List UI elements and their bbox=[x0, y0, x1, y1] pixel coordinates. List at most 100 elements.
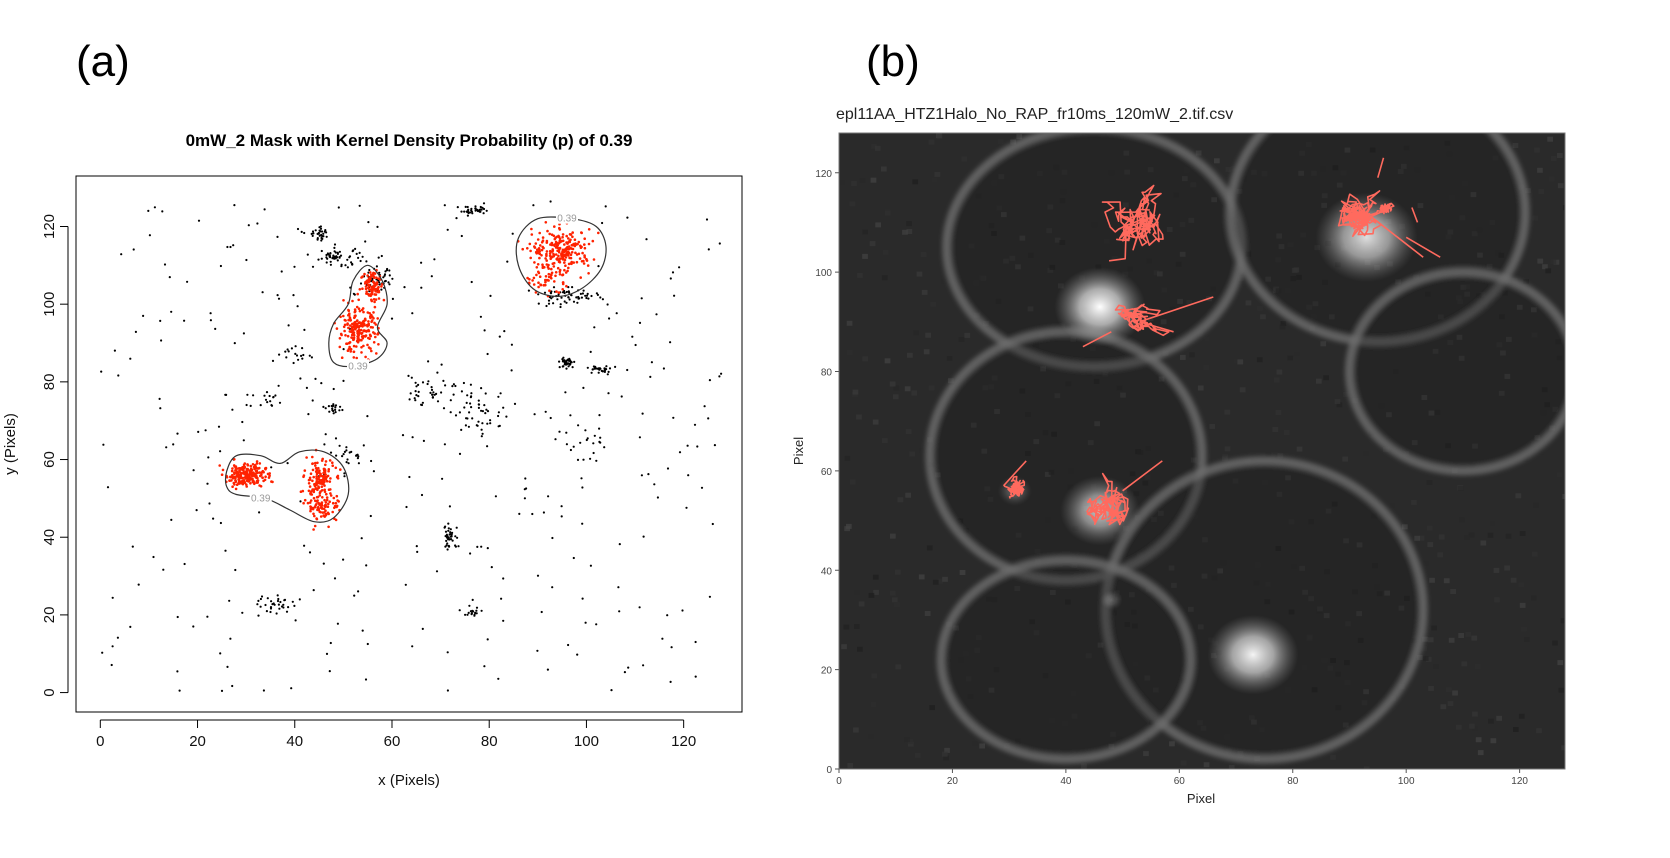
scatter-point-red bbox=[238, 469, 241, 473]
y-tick-label: 40 bbox=[41, 529, 58, 546]
scatter-point bbox=[325, 261, 328, 264]
noise-pixel bbox=[889, 381, 896, 387]
scatter-point bbox=[470, 613, 473, 616]
scatter-point-red bbox=[234, 465, 238, 468]
scatter-point-red bbox=[323, 488, 327, 492]
fluorescent-spot bbox=[1207, 614, 1299, 695]
noise-pixel bbox=[914, 752, 921, 758]
scatter-point-red bbox=[541, 236, 545, 239]
scatter-point-red bbox=[530, 227, 533, 231]
scatter-point bbox=[642, 535, 645, 538]
scatter-point bbox=[337, 206, 340, 209]
x-tick-label: 80 bbox=[1287, 776, 1299, 787]
scatter-point-red bbox=[377, 297, 381, 300]
scatter-point bbox=[414, 390, 417, 393]
scatter-point bbox=[591, 368, 594, 371]
scatter-point-red bbox=[564, 256, 568, 259]
noise-pixel bbox=[882, 438, 888, 444]
scatter-point bbox=[405, 505, 408, 509]
scatter-point-red bbox=[335, 494, 339, 498]
scatter-point-red bbox=[349, 350, 353, 353]
noise-pixel bbox=[959, 570, 966, 575]
scatter-point bbox=[338, 409, 341, 412]
scatter-point-red bbox=[581, 251, 584, 255]
noise-pixel bbox=[1280, 321, 1287, 326]
noise-pixel bbox=[1010, 139, 1016, 145]
noise-pixel bbox=[1474, 664, 1481, 669]
scatter-point bbox=[217, 425, 221, 428]
scatter-point bbox=[361, 629, 364, 632]
noise-pixel bbox=[1214, 158, 1220, 164]
scatter-point bbox=[477, 403, 480, 406]
scatter-point-red bbox=[539, 244, 542, 247]
noise-pixel bbox=[997, 139, 1004, 145]
noise-pixel bbox=[895, 664, 902, 670]
scatter-point bbox=[339, 405, 342, 408]
scatter-point-red bbox=[365, 330, 368, 333]
scatter-point bbox=[585, 438, 588, 442]
scatter-point-red bbox=[312, 512, 315, 516]
scatter-point-red bbox=[252, 480, 256, 484]
scatter-point-red bbox=[554, 274, 557, 278]
scatter-point bbox=[460, 390, 463, 393]
scatter-point bbox=[137, 583, 140, 586]
scatter-point-red bbox=[301, 489, 305, 493]
scatter-point bbox=[391, 297, 394, 300]
scatter-point bbox=[296, 227, 300, 231]
scatter-point-red bbox=[564, 264, 567, 268]
scatter-point-red bbox=[248, 469, 251, 472]
scatter-point bbox=[694, 640, 697, 644]
scatter-point-red bbox=[372, 298, 376, 301]
scatter-point bbox=[584, 621, 587, 624]
scatter-point bbox=[551, 586, 554, 589]
scatter-point bbox=[411, 645, 414, 648]
scatter-point-red bbox=[360, 351, 363, 354]
scatter-point-red bbox=[553, 244, 556, 248]
scatter-point bbox=[582, 289, 585, 292]
scatter-point-red bbox=[533, 245, 536, 248]
scatter-point-red bbox=[366, 311, 370, 314]
scatter-point bbox=[444, 530, 448, 533]
noise-pixel bbox=[937, 578, 944, 584]
scatter-point bbox=[384, 270, 387, 273]
scatter-point bbox=[325, 235, 328, 238]
noise-pixel bbox=[894, 569, 901, 575]
scatter-point bbox=[443, 526, 446, 529]
scatter-point bbox=[463, 210, 466, 213]
scatter-point bbox=[482, 212, 485, 215]
scatter-point-red bbox=[331, 510, 335, 514]
scatter-point bbox=[445, 535, 448, 538]
noise-pixel bbox=[884, 210, 891, 216]
scatter-point-red bbox=[375, 352, 378, 355]
scatter-point bbox=[576, 301, 579, 304]
scatter-point-red bbox=[537, 251, 540, 255]
scatter-point-red bbox=[356, 325, 360, 328]
scatter-point bbox=[407, 374, 410, 377]
noise-pixel bbox=[1512, 143, 1519, 148]
scatter-point bbox=[358, 251, 361, 254]
scatter-point-red bbox=[321, 496, 324, 499]
particle-track-jump bbox=[1122, 460, 1163, 492]
scatter-point-red bbox=[308, 476, 312, 480]
noise-pixel bbox=[925, 332, 931, 338]
scatter-point-red bbox=[531, 279, 534, 282]
scatter-point bbox=[208, 502, 211, 505]
scatter-point-red bbox=[591, 239, 595, 243]
scatter-point bbox=[666, 614, 669, 617]
scatter-point-red bbox=[535, 273, 538, 277]
noise-pixel bbox=[1457, 485, 1464, 491]
x-tick-label: 40 bbox=[286, 733, 303, 750]
scatter-point bbox=[589, 350, 592, 353]
scatter-point bbox=[585, 296, 588, 300]
scatter-point bbox=[595, 459, 598, 462]
scatter-point bbox=[581, 597, 584, 600]
noise-pixel bbox=[849, 201, 856, 207]
noise-pixel bbox=[862, 229, 869, 235]
scatter-point bbox=[197, 430, 200, 433]
scatter-point bbox=[582, 458, 585, 461]
scatter-point-red bbox=[349, 318, 353, 322]
scatter-point bbox=[549, 292, 553, 295]
scatter-point bbox=[316, 237, 319, 240]
scatter-point-red bbox=[260, 471, 264, 474]
noise-pixel bbox=[1557, 183, 1564, 189]
